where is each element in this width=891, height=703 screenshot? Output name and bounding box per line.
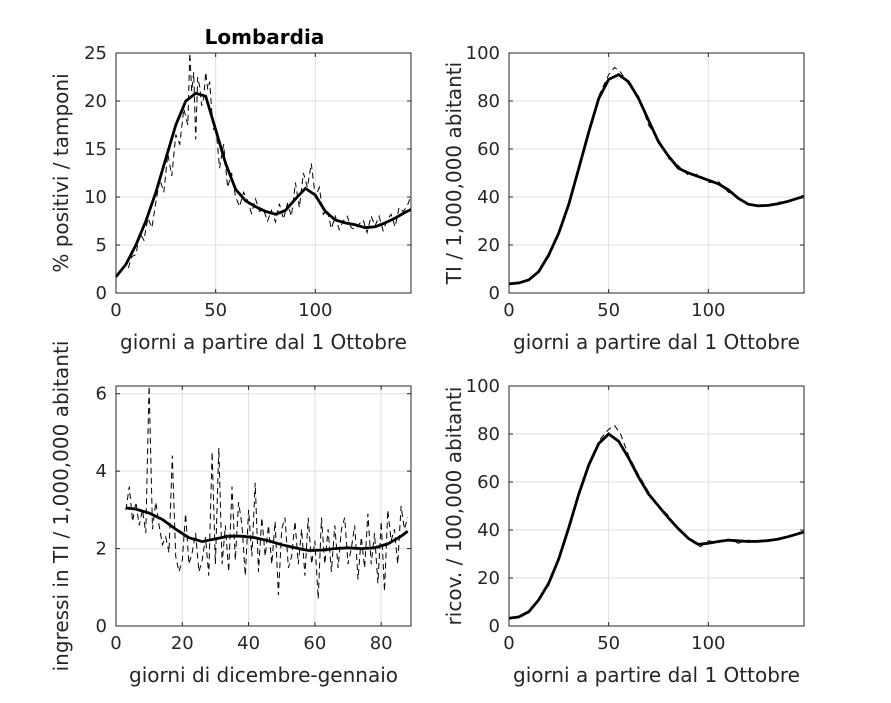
y-tick-label: 80: [477, 91, 500, 112]
plot-frame: [115, 52, 412, 294]
y-tick-label: 5: [96, 235, 107, 256]
x-axis-label: giorni di dicembre-gennaio: [129, 663, 398, 687]
x-axis-label: giorni a partire dal 1 Ottobre: [513, 663, 800, 687]
y-tick-label: 100: [466, 376, 500, 397]
y-tick-label: 6: [96, 384, 107, 405]
y-tick-label: 60: [477, 139, 500, 160]
raw-data-line: [508, 66, 805, 286]
y-tick-label: 0: [96, 616, 107, 637]
y-tick-label: 80: [477, 424, 500, 445]
x-tick-label: 0: [503, 300, 514, 321]
x-axis-label: giorni a partire dal 1 Ottobre: [120, 330, 407, 354]
plot-frame: [508, 52, 805, 294]
y-tick-label: 4: [96, 461, 107, 482]
y-tick-label: 0: [489, 616, 500, 637]
y-tick-label: 20: [84, 91, 107, 112]
x-tick-label: 0: [110, 300, 121, 321]
chart-panel-3: 0 20 40 60 80 0 2 4 6 giorni di dicembre-gennaio i…: [49, 341, 412, 687]
x-tick-label: 100: [691, 300, 725, 321]
plot-frame: [508, 385, 805, 627]
y-tick-label: 20: [477, 235, 500, 256]
x-tick-label: 40: [237, 633, 260, 654]
x-tick-label: 20: [171, 633, 194, 654]
y-tick-label: 10: [84, 187, 107, 208]
chart-title: Lombardia: [205, 25, 325, 49]
smoothed-trend-line: [508, 72, 805, 286]
y-tick-label: 60: [477, 472, 500, 493]
y-tick-label: 0: [96, 283, 107, 304]
chart-panel-4: 0 50 100 0 20 40 60 80 100 giorni a partire dal 1…: [442, 376, 805, 687]
x-tick-label: 100: [691, 633, 725, 654]
plot-frame: [115, 385, 412, 627]
chart-panel-1: 0 50 100 0 5 10 15 20 25 giorni a partire dal 1 O…: [49, 25, 412, 354]
x-tick-label: 50: [597, 633, 620, 654]
smoothed-trend-line: [508, 432, 805, 620]
raw-data-line: [125, 385, 409, 599]
y-axis-label: ingressi in TI / 1,000,000 abitanti: [49, 341, 73, 672]
x-tick-label: 0: [503, 633, 514, 654]
smoothed-trend-line: [114, 91, 412, 278]
y-tick-label: 25: [84, 43, 107, 64]
x-tick-label: 50: [597, 300, 620, 321]
y-tick-label: 40: [477, 187, 500, 208]
smoothed-trend-line: [125, 506, 409, 552]
x-tick-label: 50: [204, 300, 227, 321]
y-axis-label: ricov. / 100,000 abitanti: [442, 387, 466, 626]
x-tick-label: 100: [298, 300, 332, 321]
y-tick-label: 100: [466, 43, 500, 64]
y-tick-label: 2: [96, 539, 107, 560]
x-axis-label: giorni a partire dal 1 Ottobre: [513, 330, 800, 354]
chart-panel-2: 0 50 100 0 20 40 60 80 100 giorni a partire dal 1…: [442, 43, 805, 354]
raw-data-line: [508, 424, 805, 620]
raw-data-line: [115, 52, 412, 278]
y-axis-label: % positivi / tamponi: [49, 73, 73, 272]
y-tick-label: 0: [489, 283, 500, 304]
x-tick-label: 80: [370, 633, 393, 654]
y-tick-label: 40: [477, 520, 500, 541]
y-axis-label: TI / 1,000,000 abitanti: [442, 62, 466, 285]
y-tick-label: 20: [477, 568, 500, 589]
x-tick-label: 60: [303, 633, 326, 654]
y-tick-label: 15: [84, 139, 107, 160]
x-tick-label: 0: [110, 633, 121, 654]
